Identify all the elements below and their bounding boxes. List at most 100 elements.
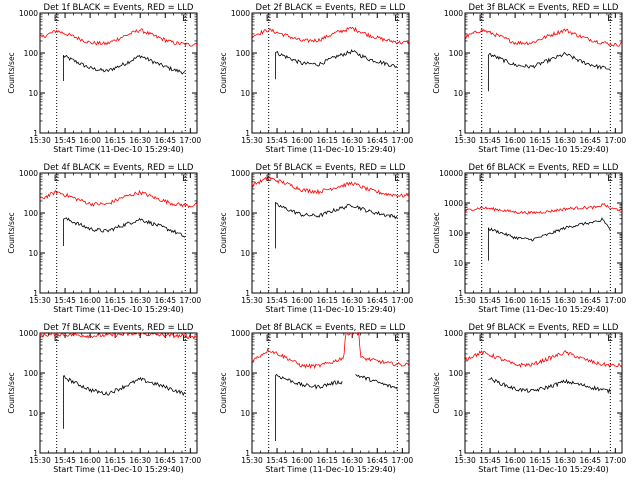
y-tick-label: 10	[28, 409, 38, 418]
y-axis-label: Counts/sec	[432, 372, 441, 413]
plot-frame	[251, 332, 410, 454]
panel-title: Det 6f BLACK = Events, RED = LLD	[469, 163, 619, 173]
x-tick-label: 15:45	[266, 296, 288, 305]
panel-title: Det 5f BLACK = Events, RED = LLD	[256, 163, 406, 173]
y-tick-label: 10	[240, 409, 250, 418]
x-tick-label: 16:45	[366, 296, 388, 305]
time-marker-flag: E	[479, 174, 485, 184]
lld-trace	[39, 332, 198, 340]
time-marker-flag: E	[607, 14, 613, 24]
x-tick-label: 17:00	[392, 136, 414, 145]
lld-trace	[464, 350, 623, 368]
x-tick-label: 16:15	[529, 136, 551, 145]
x-tick-label: 16:45	[154, 296, 176, 305]
y-axis-label: Counts/sec	[219, 52, 228, 93]
x-tick-label: 15:45	[479, 136, 501, 145]
panel-title: Det 7f BLACK = Events, RED = LLD	[44, 323, 194, 333]
events-trace	[275, 373, 343, 441]
y-tick-label: 1000	[19, 329, 38, 338]
x-tick-label: 15:45	[266, 456, 288, 465]
time-marker-flag: E	[394, 174, 400, 184]
events-trace	[63, 217, 186, 246]
x-tick-label: 16:15	[529, 456, 551, 465]
x-tick-label: 17:00	[392, 296, 414, 305]
events-trace	[355, 374, 398, 390]
y-tick-label: 1000	[19, 9, 38, 18]
plot-frame	[251, 172, 410, 294]
x-tick-label: 16:00	[291, 456, 313, 465]
x-tick-label: 17:00	[180, 296, 202, 305]
x-tick-label: 17:00	[605, 136, 627, 145]
y-tick-label: 1000	[231, 169, 250, 178]
x-tick-label: 16:00	[504, 296, 526, 305]
x-tick-label: 16:00	[79, 456, 101, 465]
y-tick-label: 1000	[231, 329, 250, 338]
x-tick-label: 15:45	[479, 456, 501, 465]
x-tick-label: 16:30	[341, 456, 363, 465]
time-marker-flag: E	[479, 334, 485, 344]
y-tick-label: 10	[240, 89, 250, 98]
panel-7: Det 7f BLACK = Events, RED = LLD 1 10 100 10…	[7, 323, 201, 474]
panel-9: Det 9f BLACK = Events, RED = LLD 1 10 100 10…	[432, 323, 626, 474]
x-tick-label: 16:30	[554, 456, 576, 465]
x-tick-label: 16:00	[504, 456, 526, 465]
panel-5: Det 5f BLACK = Events, RED = LLD 1 10 100 10…	[219, 163, 413, 314]
x-tick-label: 16:30	[341, 136, 363, 145]
events-trace	[275, 49, 398, 80]
time-marker-flag: E	[182, 174, 188, 184]
time-marker-flag: E	[182, 14, 188, 24]
x-tick-label: 16:00	[291, 136, 313, 145]
x-tick-label: 15:30	[29, 136, 51, 145]
x-tick-label: 15:30	[241, 456, 263, 465]
x-tick-label: 16:45	[579, 136, 601, 145]
x-axis-label: Start Time (11-Dec-10 15:29:40)	[265, 465, 396, 474]
x-tick-label: 15:30	[29, 296, 51, 305]
panel-8: Det 8f BLACK = Events, RED = LLD 1 10 100 10…	[219, 323, 413, 474]
lld-trace	[251, 331, 410, 370]
x-tick-label: 16:45	[154, 456, 176, 465]
y-tick-label: 10	[453, 89, 463, 98]
y-axis-label: Counts/sec	[7, 52, 16, 93]
y-axis-label: Counts/sec	[219, 372, 228, 413]
x-axis-label: Start Time (11-Dec-10 15:29:40)	[478, 465, 609, 474]
events-trace	[488, 51, 611, 92]
y-tick-label: 1	[245, 449, 250, 458]
y-tick-label: 10	[240, 249, 250, 258]
y-tick-label: 100	[24, 369, 39, 378]
y-tick-label: 10	[28, 249, 38, 258]
y-tick-label: 1000	[19, 169, 38, 178]
lld-trace	[39, 189, 198, 209]
x-tick-label: 15:30	[241, 136, 263, 145]
x-axis-label: Start Time (11-Dec-10 15:29:40)	[265, 145, 396, 154]
x-tick-label: 16:00	[504, 136, 526, 145]
x-axis-label: Start Time (11-Dec-10 15:29:40)	[478, 305, 609, 314]
y-tick-label: 10	[453, 259, 463, 268]
plot-frame	[39, 12, 198, 134]
events-trace	[488, 376, 611, 395]
lld-trace	[39, 28, 198, 47]
x-tick-label: 15:45	[266, 136, 288, 145]
y-axis-label: Counts/sec	[7, 372, 16, 413]
events-trace	[63, 54, 186, 81]
x-tick-label: 15:45	[479, 296, 501, 305]
time-marker-flag: E	[266, 334, 272, 344]
x-axis-label: Start Time (11-Dec-10 15:29:40)	[53, 305, 184, 314]
x-tick-label: 16:15	[316, 456, 338, 465]
events-trace	[488, 217, 611, 261]
time-marker-flag: E	[54, 14, 60, 24]
x-tick-label: 15:30	[29, 456, 51, 465]
time-marker-flag: E	[266, 14, 272, 24]
panel-1: Det 1f BLACK = Events, RED = LLD 1 10 100 10…	[7, 3, 201, 154]
x-tick-label: 17:00	[180, 136, 202, 145]
lld-trace	[464, 27, 623, 47]
y-tick-label: 100	[24, 209, 39, 218]
y-tick-label: 100	[24, 49, 39, 58]
panel-3: Det 3f BLACK = Events, RED = LLD 1 10 100 10…	[432, 3, 626, 154]
x-tick-label: 17:00	[605, 456, 627, 465]
panel-title: Det 8f BLACK = Events, RED = LLD	[256, 323, 406, 333]
x-tick-label: 16:45	[579, 456, 601, 465]
x-tick-label: 16:30	[341, 296, 363, 305]
y-tick-label: 1	[458, 289, 463, 298]
panel-6: Det 6f BLACK = Events, RED = LLD 1 10 100 10…	[432, 163, 626, 314]
x-tick-label: 16:45	[579, 296, 601, 305]
